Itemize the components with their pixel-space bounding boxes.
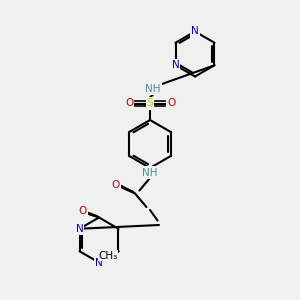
- Text: N: N: [191, 26, 199, 37]
- Text: NH: NH: [142, 167, 158, 178]
- Text: O: O: [125, 98, 133, 109]
- Text: N: N: [95, 257, 103, 268]
- Text: O: O: [111, 179, 120, 190]
- Text: N: N: [172, 60, 179, 70]
- Text: CH₃: CH₃: [98, 251, 118, 261]
- Text: O: O: [78, 206, 87, 217]
- Text: S: S: [147, 98, 153, 109]
- Text: NH: NH: [145, 83, 161, 94]
- Text: N: N: [76, 224, 83, 234]
- Text: O: O: [167, 98, 175, 109]
